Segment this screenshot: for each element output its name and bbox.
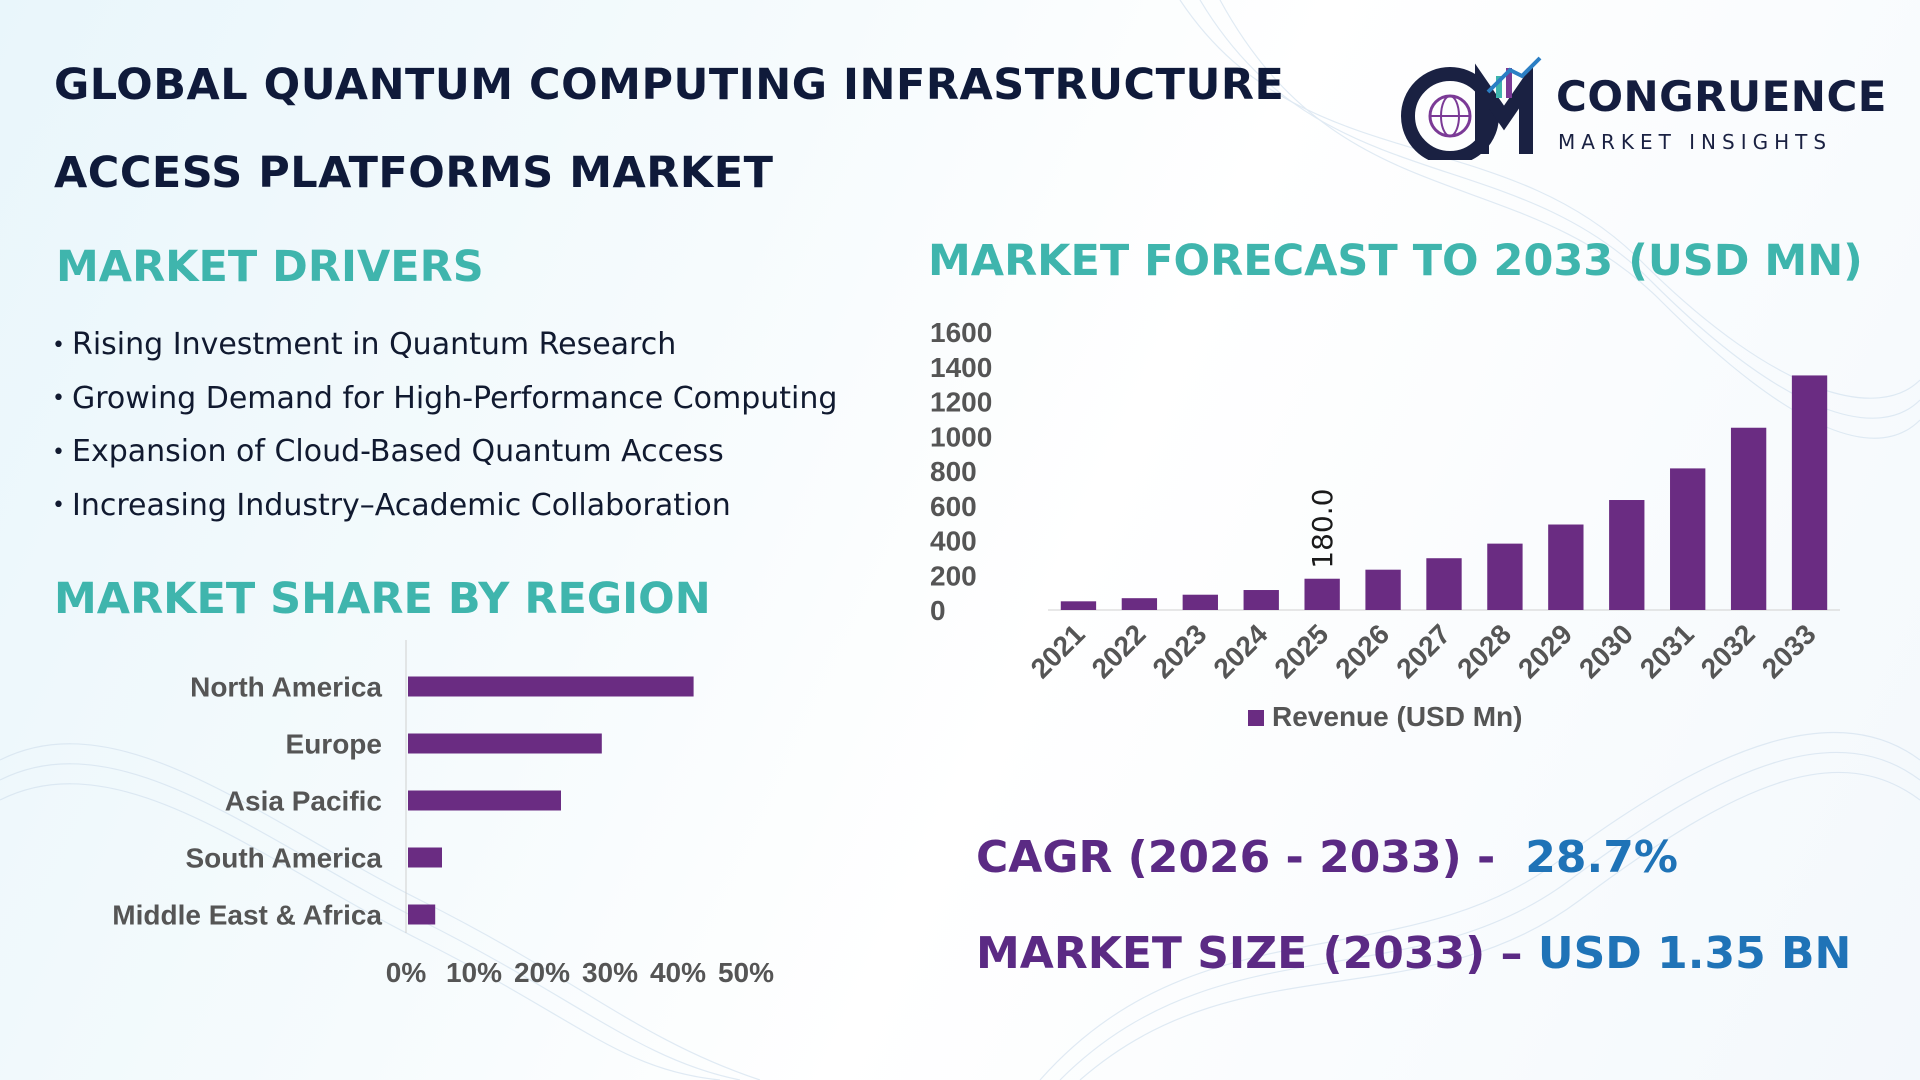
x-tick-label: 2021 [1025,618,1091,684]
y-tick-label: 400 [930,526,977,557]
driver-item: Expansion of Cloud-Based Quantum Access [52,429,837,483]
forecast-bar-chart: 0200400600800100012001400160020212022202… [930,317,1840,732]
page-title-line1: GLOBAL QUANTUM COMPUTING INFRASTRUCTURE [54,60,1285,110]
forecast-bar [1609,500,1645,610]
market-size-value: USD 1.35 BN [1537,928,1852,979]
forecast-bar [1487,543,1523,610]
x-tick-label: 2025 [1268,618,1334,684]
forecast-bar [1365,569,1401,610]
region-label: Middle East & Africa [112,900,382,931]
cagr-value: 28.7% [1525,832,1678,883]
forecast-bar [1060,601,1097,610]
market-forecast-heading: MARKET FORECAST TO 2033 (USD MN) [928,236,1863,286]
x-tick-label: 2029 [1512,618,1578,684]
legend-swatch [1248,710,1264,726]
x-tick-label: 2032 [1695,618,1761,684]
region-bar [408,847,442,868]
forecast-bar [1304,578,1340,610]
region-label: North America [190,672,382,703]
y-tick-label: 0 [930,595,946,626]
y-tick-label: 1400 [930,352,992,383]
cm-globe-bars-logo-icon [1401,56,1542,165]
x-tick-label: 2023 [1147,618,1213,684]
forecast-bar [1791,375,1828,610]
x-tick-label: 10% [446,957,502,988]
x-tick-label: 2031 [1634,618,1700,684]
forecast-bar [1426,558,1462,610]
congruence-logo: CONGRUENCE MARKET INSIGHTS [1400,56,1886,165]
bar-data-label: 180.0 [1306,489,1339,569]
x-tick-label: 0% [386,957,427,988]
region-bar [408,733,602,754]
legend-label: Revenue (USD Mn) [1272,701,1522,732]
forecast-bar [1182,594,1218,610]
x-tick-label: 2026 [1329,618,1395,684]
x-tick-label: 2033 [1756,618,1822,684]
y-tick-label: 1600 [930,317,992,348]
x-tick-label: 2028 [1451,618,1517,684]
driver-item: Growing Demand for High-Performance Comp… [52,376,837,430]
x-tick-label: 40% [650,957,706,988]
y-tick-label: 200 [930,560,977,591]
market-size-label: MARKET SIZE (2033) – [976,928,1523,979]
forecast-bar [1730,427,1767,610]
region-label: Asia Pacific [225,786,382,817]
x-tick-label: 20% [514,957,570,988]
market-share-region-heading: MARKET SHARE BY REGION [54,574,711,624]
x-tick-label: 2024 [1208,618,1274,684]
driver-item: Rising Investment in Quantum Research [52,322,837,376]
page-title-line2: ACCESS PLATFORMS MARKET [54,148,774,198]
x-tick-label: 50% [718,957,774,988]
market-drivers-list: Rising Investment in Quantum Research Gr… [52,322,837,536]
region-bar [408,904,436,925]
y-tick-label: 600 [930,491,977,522]
region-label: South America [185,843,382,874]
forecast-bar [1670,468,1706,610]
y-tick-label: 1200 [930,387,992,418]
forecast-bar [1121,598,1158,610]
x-tick-label: 2027 [1390,618,1456,684]
cagr-stat: CAGR (2026 - 2033) - 28.7% [976,832,1678,883]
x-tick-label: 2022 [1086,618,1152,684]
forecast-bar [1243,590,1279,610]
logo-subtitle: MARKET INSIGHTS [1558,130,1833,154]
driver-item: Increasing Industry–Academic Collaborati… [52,483,837,537]
y-tick-label: 800 [930,456,977,487]
y-tick-label: 1000 [930,421,992,452]
region-bar [408,790,561,811]
region-bar [408,676,694,697]
x-tick-label: 30% [582,957,638,988]
market-size-stat: MARKET SIZE (2033) – USD 1.35 BN [976,928,1851,979]
cagr-label: CAGR (2026 - 2033) - [976,832,1496,883]
logo-wordmark: CONGRUENCE [1556,72,1887,121]
x-tick-label: 2030 [1573,618,1639,684]
region-share-chart: North America Europe Asia Pacific South Ame… [112,640,774,988]
market-drivers-heading: MARKET DRIVERS [56,242,484,292]
forecast-bar [1548,524,1584,610]
region-label: Europe [286,729,382,760]
